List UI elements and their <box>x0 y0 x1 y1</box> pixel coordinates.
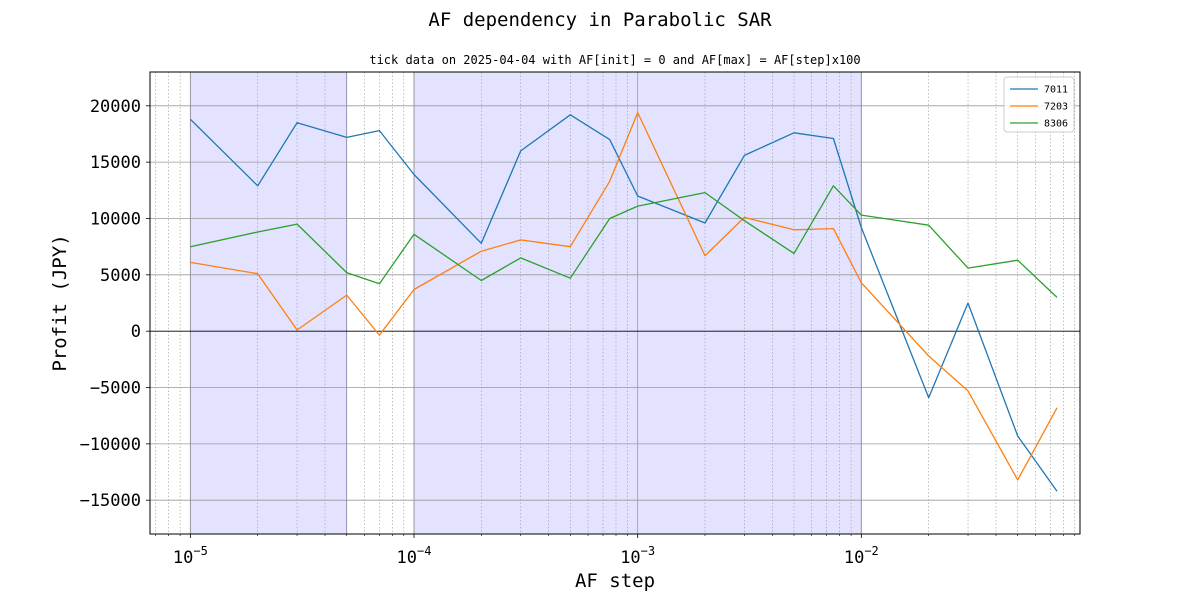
y-tick-label: 15000 <box>90 153 141 173</box>
x-tick-label: 10−4 <box>397 544 432 568</box>
x-tick-label: 10−3 <box>620 544 655 568</box>
y-tick-label: −15000 <box>80 491 141 511</box>
y-tick-label: 0 <box>131 322 141 342</box>
y-tick-label: 20000 <box>90 97 141 117</box>
legend-label-7203: 7203 <box>1044 102 1068 113</box>
y-tick-label: −5000 <box>90 379 141 399</box>
y-tick-label: −10000 <box>80 435 141 455</box>
series-line-8306 <box>190 185 1058 298</box>
legend-box <box>1003 76 1075 133</box>
shaded-regions <box>189 72 862 534</box>
legend-label-8306: 8306 <box>1044 119 1068 130</box>
grid-lines <box>150 72 1080 534</box>
legend-label-7011: 7011 <box>1044 85 1068 96</box>
axis-ticks: 10−5 10−4 10−3 10−2 20000 15000 10000 5000 0 −500… <box>80 97 1076 568</box>
y-tick-label: 5000 <box>100 266 141 286</box>
y-tick-label: 10000 <box>90 209 141 229</box>
plot-frame <box>149 71 1081 535</box>
chart-title: AF dependency in Parabolic SAR <box>428 9 772 31</box>
series-lines <box>189 111 1058 492</box>
x-tick-label: 10−5 <box>173 544 208 568</box>
series-line-7011 <box>189 114 1058 492</box>
chart-subtitle: tick data on 2025-04-04 with AF[init] = … <box>369 53 860 67</box>
shaded-range-0 <box>190 72 347 534</box>
series-line-7203 <box>190 111 1058 481</box>
y-axis-label: Profit (JPY) <box>49 234 71 371</box>
x-axis-label: AF step <box>575 570 655 592</box>
x-tick-label: 10−2 <box>844 544 879 568</box>
legend: 7011 7203 8306 <box>1003 76 1075 133</box>
